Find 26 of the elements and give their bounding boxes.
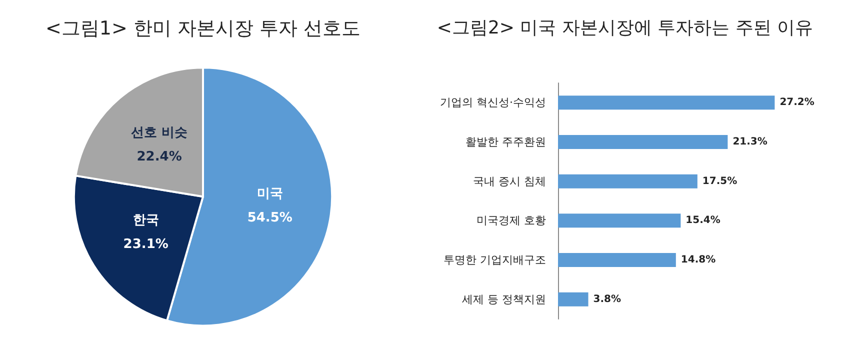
data-label: 3.8%	[593, 294, 622, 305]
y-tick-label: 투명한 기업지배구조	[444, 254, 546, 266]
chart-title: <그림2> 미국 자본시장에 투자하는 주된 이유	[436, 18, 814, 38]
y-tick-label: 기업의 혁신성·수익성	[440, 96, 546, 110]
y-tick-label: 미국경제 호황	[476, 214, 546, 228]
data-label: 22.4%	[136, 150, 182, 165]
bar	[558, 292, 588, 306]
bar	[558, 214, 681, 228]
data-label: 54.5%	[247, 210, 292, 226]
data-label: 17.5%	[702, 176, 738, 187]
data-label: 21.3%	[732, 136, 768, 148]
bar	[558, 253, 676, 267]
slice-label: 미국	[256, 186, 283, 202]
bar	[558, 135, 728, 149]
data-label: 15.4%	[686, 215, 720, 226]
bar	[558, 96, 775, 110]
y-tick-label: 활발한 주주환원	[466, 136, 546, 148]
data-label: 27.2%	[780, 97, 814, 108]
slice-label: 선호 비슷	[131, 126, 188, 141]
slice-label: 한국	[132, 213, 159, 228]
data-label: 23.1%	[123, 237, 168, 252]
data-label: 14.8%	[680, 254, 716, 266]
chart-title: <그림1> 한미 자본시장 투자 선호도	[45, 18, 361, 40]
y-tick-label: 세제 등 정책지원	[462, 292, 546, 306]
y-tick-label: 국내 증시 침체	[473, 174, 546, 188]
bar	[558, 174, 698, 188]
